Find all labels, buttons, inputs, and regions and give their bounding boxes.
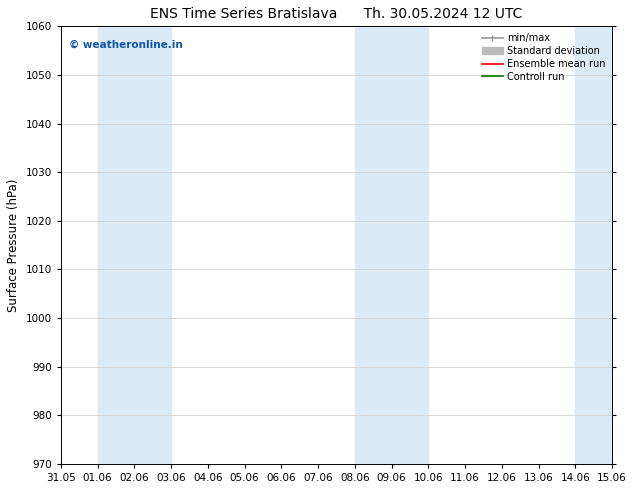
Bar <box>98 26 171 464</box>
Bar <box>355 26 429 464</box>
Y-axis label: Surface Pressure (hPa): Surface Pressure (hPa) <box>7 178 20 312</box>
Title: ENS Time Series Bratislava      Th. 30.05.2024 12 UTC: ENS Time Series Bratislava Th. 30.05.202… <box>150 7 522 21</box>
Bar <box>576 26 612 464</box>
Legend: min/max, Standard deviation, Ensemble mean run, Controll run: min/max, Standard deviation, Ensemble me… <box>477 29 609 86</box>
Text: © weatheronline.in: © weatheronline.in <box>69 39 183 49</box>
